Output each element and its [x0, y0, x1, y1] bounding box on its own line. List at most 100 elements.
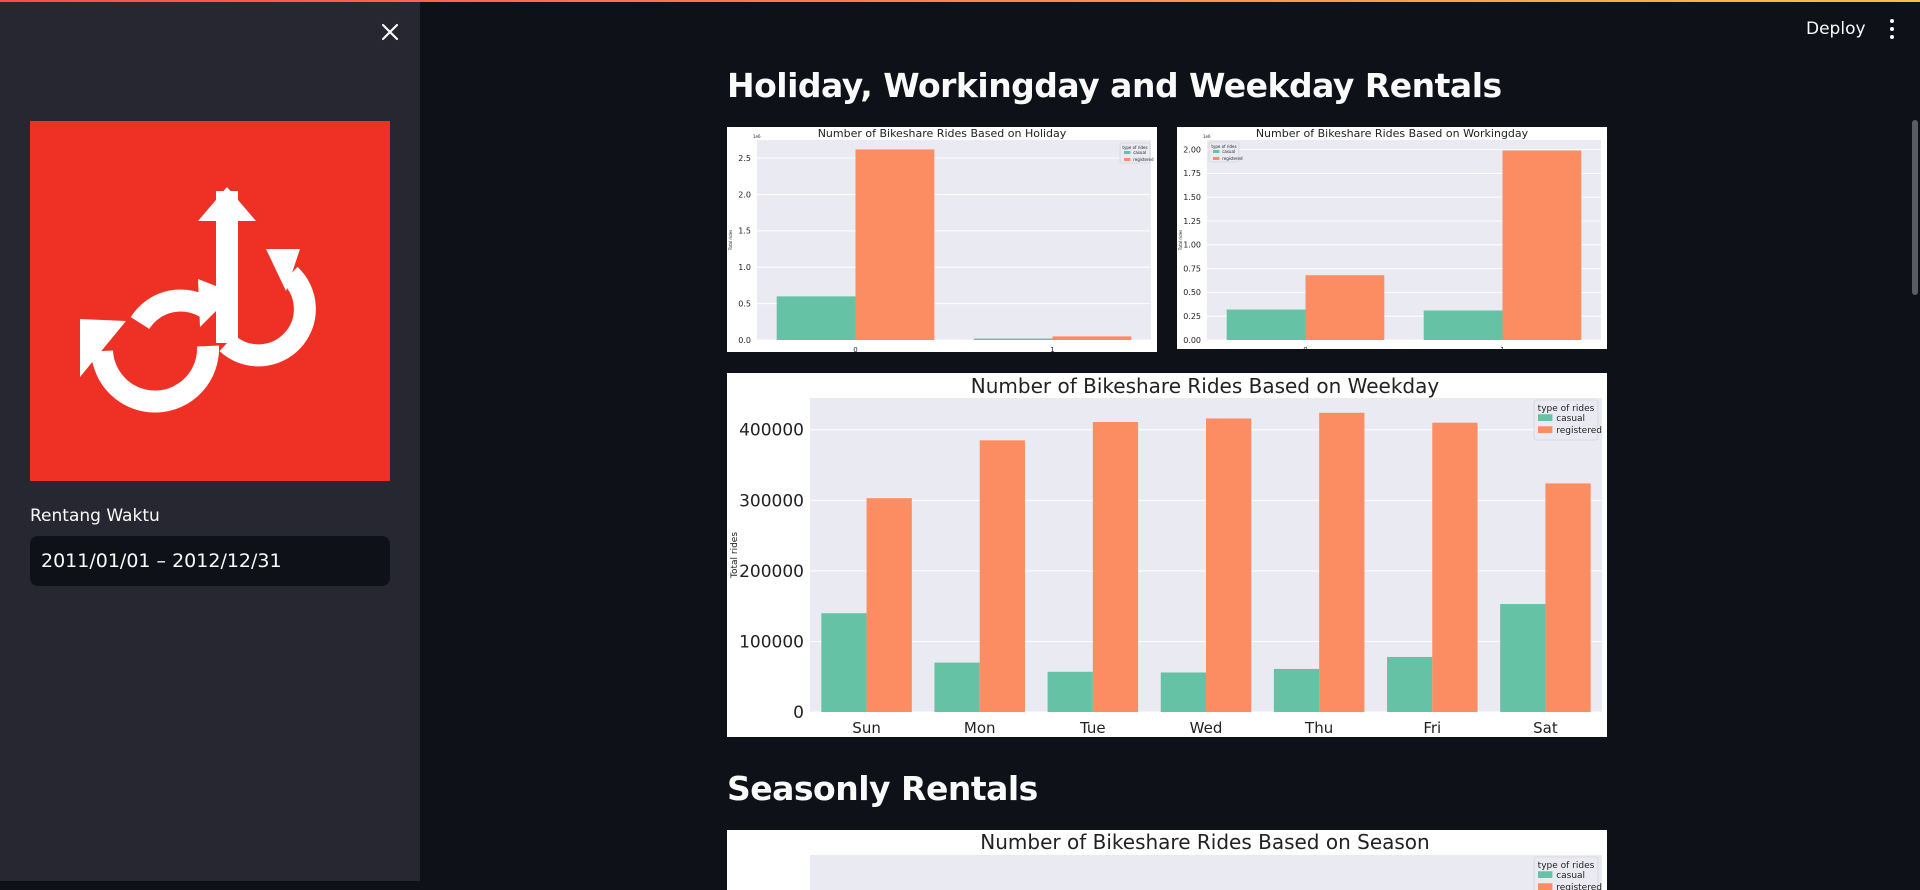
y-axis-label: Total rides: [728, 230, 733, 251]
bar-casual-wed: [1160, 672, 1206, 712]
chart-title: Number of Bikeshare Rides Based on Seaso…: [980, 830, 1429, 854]
bar-registered-mon: [979, 440, 1025, 712]
legend-swatch-registered: [1538, 426, 1553, 433]
legend-label-casual: casual: [1222, 149, 1235, 154]
legend-title: type of rides: [1538, 861, 1595, 871]
bar-registered-thu: [1319, 412, 1365, 712]
y-tick-label: 400000: [739, 421, 804, 441]
bar-casual-0: [1226, 309, 1306, 340]
x-tick-label: 0: [1303, 346, 1307, 349]
y-tick-label: 0: [793, 703, 804, 723]
bikeshare-logo-icon: [80, 187, 316, 413]
legend-label-registered: registered: [1222, 156, 1243, 161]
chart-title: Number of Bikeshare Rides Based on Weekd…: [971, 374, 1440, 398]
plot-area: [810, 855, 1602, 890]
section-title-seasonly: Seasonly Rentals: [727, 769, 1038, 808]
y-tick-label: 300000: [739, 491, 804, 511]
y-tick-label: 0.25: [1183, 312, 1201, 321]
bar-registered-0: [855, 149, 935, 340]
y-tick-label: 2.00: [1183, 145, 1201, 154]
kebab-dot: [1890, 27, 1894, 31]
legend-swatch-registered: [1124, 158, 1131, 161]
x-tick-label: Fri: [1423, 719, 1441, 737]
y-tick-label: 100000: [739, 632, 804, 652]
bar-casual-thu: [1273, 668, 1320, 712]
x-tick-label: 0: [853, 346, 857, 352]
bar-casual-0: [776, 296, 856, 340]
workingday-chart-svg: Number of Bikeshare Rides Based on Worki…: [1178, 127, 1601, 349]
y-tick-label: 1.25: [1183, 217, 1201, 226]
bar-casual-sun: [821, 613, 867, 712]
y-tick-label: 200000: [739, 562, 804, 582]
x-tick-label: Wed: [1190, 719, 1223, 737]
x-tick-label: 1: [1050, 346, 1054, 352]
legend-swatch-casual: [1538, 414, 1553, 421]
y-tick-label: 0.5: [738, 299, 751, 308]
bar-registered-0: [1305, 275, 1385, 340]
workingday-chart: Number of Bikeshare Rides Based on Worki…: [1177, 127, 1607, 349]
main-menu-button[interactable]: [1880, 16, 1904, 42]
bar-casual-mon: [934, 662, 980, 712]
bar-registered-sat: [1545, 483, 1591, 712]
y-axis-label: Total rides: [730, 532, 740, 579]
x-tick-label: Mon: [964, 719, 996, 737]
y-tick-label: 1.5: [738, 227, 751, 236]
y-tick-label: 2.0: [738, 190, 751, 199]
y-tick-label: 1.00: [1183, 241, 1201, 250]
legend-swatch-casual: [1213, 150, 1220, 153]
legend-label-casual: casual: [1556, 414, 1585, 424]
season-chart-svg: Number of Bikeshare Rides Based on Seaso…: [810, 830, 1602, 890]
y-tick-label: 0.00: [1183, 336, 1201, 345]
y-tick-label: 0.50: [1183, 288, 1201, 297]
bar-registered-tue: [1092, 421, 1139, 712]
holiday-chart: Number of Bikeshare Rides Based on Holid…: [727, 127, 1157, 352]
legend-swatch-registered: [1538, 883, 1553, 890]
legend-swatch-registered: [1213, 157, 1220, 160]
y-exponent-label: 1e6: [1203, 134, 1211, 139]
sidebar-close-button[interactable]: [372, 14, 408, 50]
y-tick-label: 1.50: [1183, 193, 1201, 202]
sidebar: Rentang Waktu: [0, 0, 420, 881]
x-tick-label: Sat: [1533, 719, 1558, 737]
y-tick-label: 0.75: [1183, 264, 1201, 273]
bar-registered-sun: [866, 498, 912, 712]
x-tick-label: Thu: [1304, 719, 1333, 737]
bar-registered-1: [1052, 336, 1132, 340]
legend-swatch-casual: [1124, 151, 1131, 154]
weekday-chart: Number of Bikeshare Rides Based on Weekd…: [727, 373, 1607, 737]
bar-casual-fri: [1387, 656, 1433, 712]
legend-title: type of rides: [1122, 145, 1147, 150]
deploy-button[interactable]: Deploy: [1794, 14, 1878, 44]
legend-title: type of rides: [1538, 404, 1595, 414]
y-tick-label: 1.75: [1183, 169, 1201, 178]
bar-registered-fri: [1432, 422, 1478, 712]
legend-label-registered: registered: [1556, 426, 1602, 436]
bar-registered-1: [1502, 150, 1582, 340]
y-tick-label: 0.0: [738, 336, 751, 345]
bar-casual-1: [973, 338, 1053, 340]
y-tick-label: 1.0: [738, 263, 751, 272]
bar-casual-sat: [1500, 604, 1546, 712]
x-tick-label: 1: [1500, 346, 1504, 349]
x-tick-label: Tue: [1079, 719, 1106, 737]
legend-label-casual: casual: [1133, 150, 1146, 155]
y-axis-label: Total rides: [1178, 230, 1183, 251]
legend-title: type of rides: [1211, 144, 1236, 149]
chart-title: Number of Bikeshare Rides Based on Holid…: [818, 127, 1067, 140]
legend-label-registered: registered: [1133, 157, 1154, 162]
kebab-dot: [1890, 35, 1894, 39]
section-title-holiday-workingday-weekday: Holiday, Workingday and Weekday Rentals: [727, 66, 1502, 105]
x-tick-label: Sun: [852, 719, 881, 737]
bar-registered-wed: [1206, 418, 1252, 712]
chart-title: Number of Bikeshare Rides Based on Worki…: [1256, 127, 1529, 140]
weekday-chart-svg: Number of Bikeshare Rides Based on Weekd…: [730, 374, 1602, 737]
bikeshare-logo: [30, 121, 390, 481]
date-range-input[interactable]: [30, 536, 390, 586]
close-icon: [381, 23, 399, 41]
page-scrollbar[interactable]: [1912, 120, 1918, 295]
season-chart: Number of Bikeshare Rides Based on Seaso…: [727, 830, 1607, 890]
legend-label-registered: registered: [1556, 883, 1602, 890]
legend-swatch-casual: [1538, 871, 1553, 878]
top-decoration-bar: [0, 0, 1920, 2]
kebab-menu-icon: [1890, 19, 1894, 23]
